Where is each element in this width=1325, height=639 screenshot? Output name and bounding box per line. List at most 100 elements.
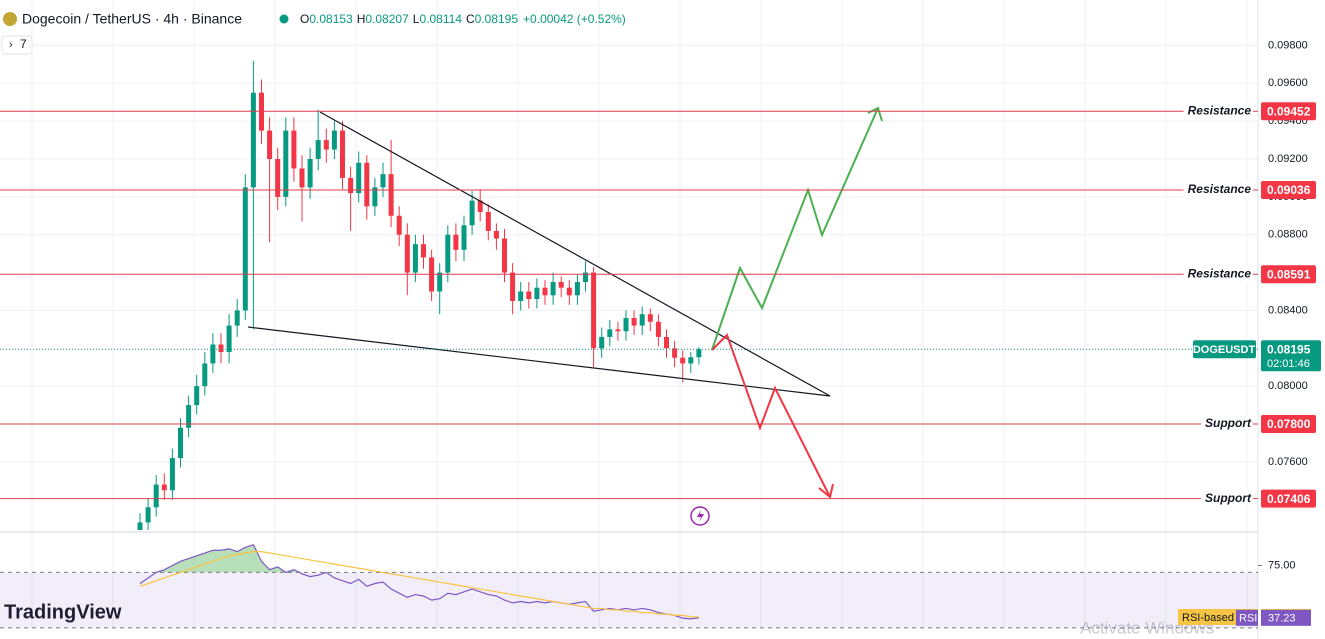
candle-body [145,507,151,523]
rsi-band [0,572,1258,628]
y-tick-label: 0.07600 [1268,456,1308,468]
candle-body [137,522,143,530]
candle-body [453,234,459,250]
candle-body [437,272,443,292]
candle-body [291,130,297,169]
level-name-bg [1201,490,1253,507]
level-tag [1261,181,1316,200]
h-value: 0.08207 [365,12,409,26]
candle-body [169,458,175,491]
candle-body [591,272,597,349]
symbol-title: Dogecoin / TetherUS · 4h · Binance [22,11,242,27]
level-tag-label: 0.07800 [1267,417,1311,431]
level-name: Support [1205,491,1252,505]
rsi-line [139,551,699,618]
candle-body [518,291,524,301]
candle-body [526,291,532,300]
level-name-bg [1201,416,1253,432]
candle-body [186,405,192,428]
candle-body [421,244,426,258]
rsi-tick-label: 75.00 [1268,559,1296,571]
rsi-name-bg [1236,609,1258,626]
level-name-bg [1183,103,1253,120]
candle-body [267,130,273,159]
trendline [247,326,831,397]
candle-body [283,130,289,197]
level-tag [1261,415,1316,433]
l-value: 0.08114 [419,12,462,26]
candle-body [502,238,507,273]
candle-body [404,234,410,273]
candle-body [477,200,483,212]
level-name-bg [1183,266,1253,283]
alert-icon[interactable] [690,506,710,526]
l-label: L [413,12,420,26]
candle-body [275,159,281,197]
candle-body [234,310,240,326]
level-tag [1261,489,1316,508]
candle-body [412,244,418,273]
candle-body [558,282,564,288]
candle-body [380,174,386,188]
candle-body [469,200,475,226]
candle-body [250,92,256,188]
change: +0.00042 (+0.52%) [523,12,626,26]
candle-body [242,187,248,311]
candle-body [631,318,637,326]
y-tick-label: 0.08800 [1268,229,1308,241]
y-tick-label: 0.09200 [1268,153,1308,165]
candle-body [655,321,661,337]
level-tag-label: 0.09452 [1267,104,1311,118]
candle-body [364,162,370,207]
candle-body [534,287,540,300]
level-name-bg [1183,182,1253,199]
candle-body [510,272,516,301]
o-value: 0.08153 [309,12,353,26]
coin-icon [3,12,17,26]
indicator-count: 7 [20,37,27,51]
level-tag-label: 0.09036 [1267,183,1311,197]
candle-body [461,225,467,250]
price-tag-label: 0.08195 [1267,342,1311,356]
y-tick-label: 0.09600 [1268,77,1308,89]
symbol-tag-label: DOGEUSDT [1193,344,1256,356]
level-name: Resistance [1188,266,1252,280]
candle-body [672,348,678,358]
candle-body [493,230,499,239]
candle-body [566,287,572,296]
candle-body [696,349,702,358]
indicator-toggle[interactable] [1,35,33,55]
candle-body [202,363,208,387]
plot [0,44,1258,530]
rsi-name: RSI [1239,613,1257,625]
level-tag-label: 0.07406 [1267,492,1311,506]
candle-body [542,287,548,296]
level-name: Resistance [1188,182,1252,196]
candle-body [331,130,337,150]
ohlc: O0.08153 H0.08207 L0.08114 C0.08195 +0.00042… [300,12,626,26]
rsi-overbought-fill [140,544,699,573]
candle-body [210,344,216,364]
candle-body [315,140,321,159]
level-tag [1261,265,1316,284]
candle-body [307,159,313,188]
candle-body [194,386,200,406]
status-dot [279,14,289,24]
rsi-tag-label: 37.23 [1268,613,1296,625]
candle-body [161,484,167,491]
trendline [319,111,831,397]
bull-path [711,107,879,351]
arrow-head [818,483,834,499]
candle-body [623,318,629,332]
bear-path [711,333,831,498]
logo: TradingView [4,601,122,623]
candle-body [445,234,451,273]
candle-body [299,168,305,188]
level-name: Support [1205,416,1252,430]
level-tag-label: 0.08591 [1267,267,1311,281]
candle-body [647,314,653,322]
candle-body [664,336,669,349]
candle-body [396,215,402,235]
level-name: Resistance [1188,103,1252,117]
